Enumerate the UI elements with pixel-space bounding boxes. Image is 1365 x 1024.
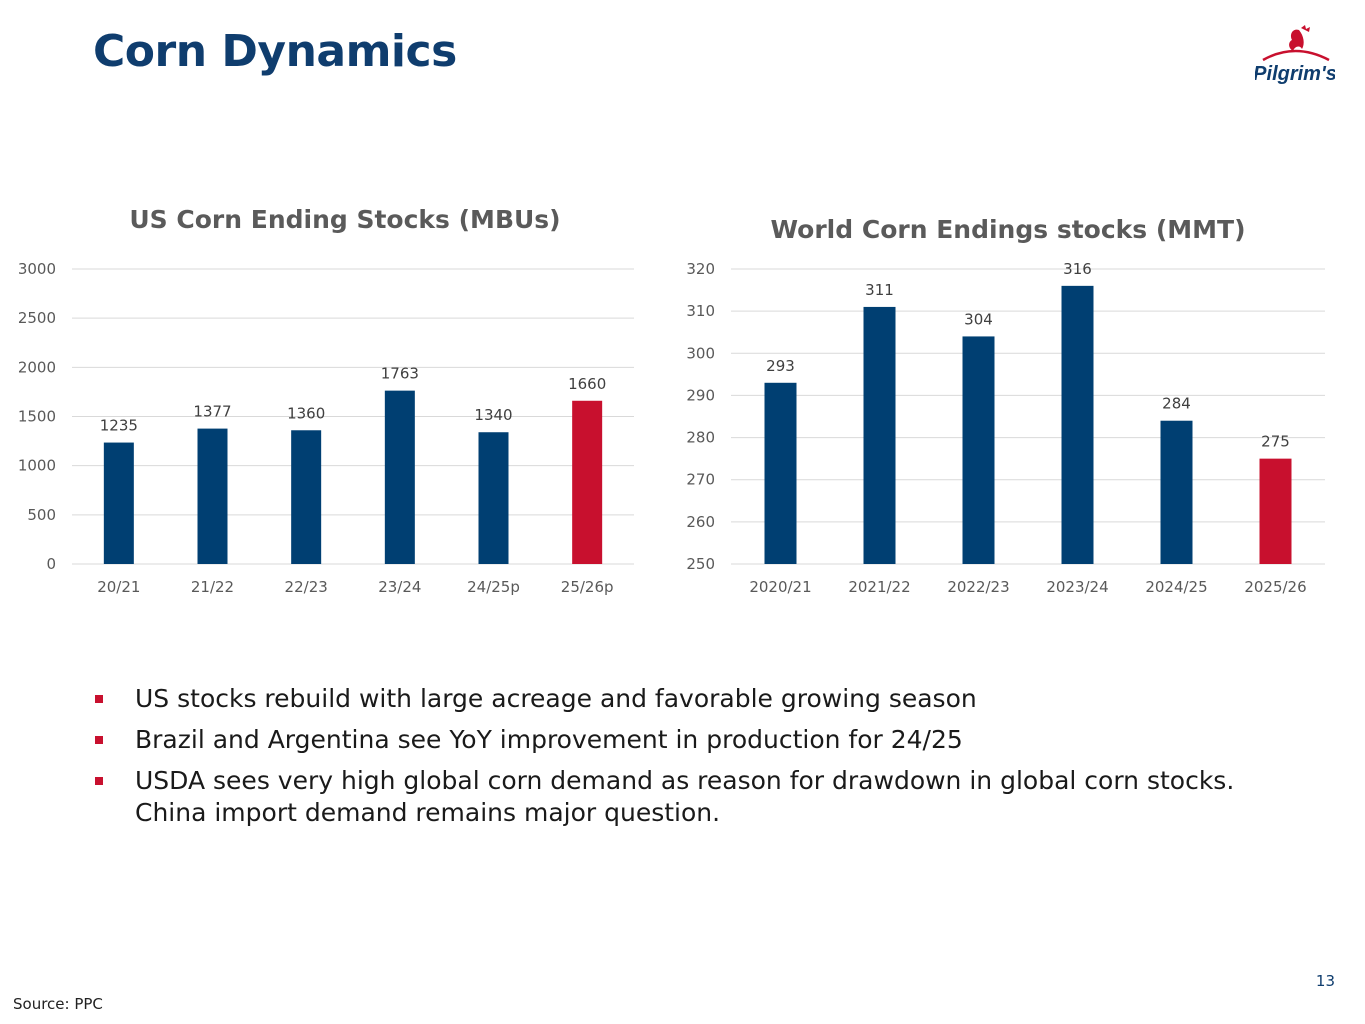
bullet-marker	[95, 777, 103, 785]
bar	[103, 442, 134, 564]
x-tick-label: 25/26p	[561, 578, 614, 596]
source-note: Source: PPC	[13, 995, 103, 1013]
bullet-marker	[95, 736, 103, 744]
bar	[1259, 458, 1292, 564]
x-tick-label: 24/25p	[467, 578, 520, 596]
rooster-icon	[1289, 29, 1304, 51]
bullet-item: US stocks rebuild with large acreage and…	[93, 683, 1243, 715]
data-label: 1235	[100, 417, 138, 435]
chart-title: World Corn Endings stocks (MMT)	[770, 215, 1245, 244]
bar	[962, 336, 995, 564]
data-label: 1360	[287, 404, 325, 422]
x-tick-label: 2025/26	[1244, 578, 1306, 596]
bar	[1160, 420, 1193, 564]
page-number: 13	[1315, 972, 1335, 990]
us-corn-chart: US Corn Ending Stocks (MBUs) 0 500 1000 1500…	[18, 205, 634, 596]
chart-title: US Corn Ending Stocks (MBUs)	[129, 205, 560, 234]
x-tick-label: 2020/21	[749, 578, 811, 596]
data-label: 1377	[193, 403, 231, 421]
bar	[863, 306, 896, 564]
y-tick-label: 320	[686, 260, 715, 278]
y-tick-label: 270	[686, 471, 715, 489]
pilgrims-logo: Pilgrim's	[1255, 24, 1335, 90]
data-label: 1660	[568, 375, 606, 393]
bullet-marker	[95, 695, 103, 703]
data-label: 284	[1162, 395, 1191, 413]
logo-wordmark: Pilgrim's	[1255, 63, 1335, 85]
x-tick-label: 2022/23	[947, 578, 1009, 596]
y-tick-label: 290	[686, 386, 715, 404]
bullet-item: Brazil and Argentina see YoY improvement…	[93, 724, 1243, 756]
y-tick-label: 310	[686, 302, 715, 320]
y-tick-label: 500	[27, 506, 56, 524]
data-label: 275	[1261, 433, 1290, 451]
x-tick-label: 22/23	[285, 578, 328, 596]
slide-title: Corn Dynamics	[93, 26, 457, 77]
x-tick-label: 23/24	[378, 578, 421, 596]
bar	[572, 400, 603, 564]
bar	[764, 382, 797, 564]
x-tick-label: 2023/24	[1046, 578, 1108, 596]
y-tick-label: 300	[686, 344, 715, 362]
data-label: 1763	[381, 365, 419, 383]
y-tick-label: 250	[686, 555, 715, 573]
y-tick-label: 280	[686, 429, 715, 447]
data-label: 311	[865, 281, 894, 299]
data-label: 1340	[474, 406, 512, 424]
data-label: 293	[766, 357, 795, 375]
x-tick-label: 20/21	[97, 578, 140, 596]
bar	[384, 390, 415, 564]
bullet-item: USDA sees very high global corn demand a…	[93, 765, 1243, 829]
bar	[291, 430, 322, 564]
bar	[478, 432, 509, 564]
x-tick-label: 2021/22	[848, 578, 910, 596]
data-label: 316	[1063, 260, 1092, 278]
bullet-text: US stocks rebuild with large acreage and…	[135, 684, 977, 713]
x-tick-label: 21/22	[191, 578, 234, 596]
bullet-text: Brazil and Argentina see YoY improvement…	[135, 725, 963, 754]
bar	[1061, 285, 1094, 564]
y-tick-label: 2500	[18, 309, 56, 327]
y-tick-label: 260	[686, 513, 715, 531]
y-tick-label: 1000	[18, 457, 56, 475]
x-tick-label: 2024/25	[1145, 578, 1207, 596]
y-tick-label: 2000	[18, 358, 56, 376]
bullet-list: US stocks rebuild with large acreage and…	[93, 683, 1243, 838]
bullet-text: USDA sees very high global corn demand a…	[135, 766, 1235, 827]
world-corn-chart: World Corn Endings stocks (MMT) 250 260 270…	[686, 215, 1325, 596]
y-tick-label: 1500	[18, 408, 56, 426]
data-label: 304	[964, 310, 993, 328]
y-tick-label: 0	[46, 555, 56, 573]
y-tick-label: 3000	[18, 260, 56, 278]
bar	[197, 428, 228, 564]
